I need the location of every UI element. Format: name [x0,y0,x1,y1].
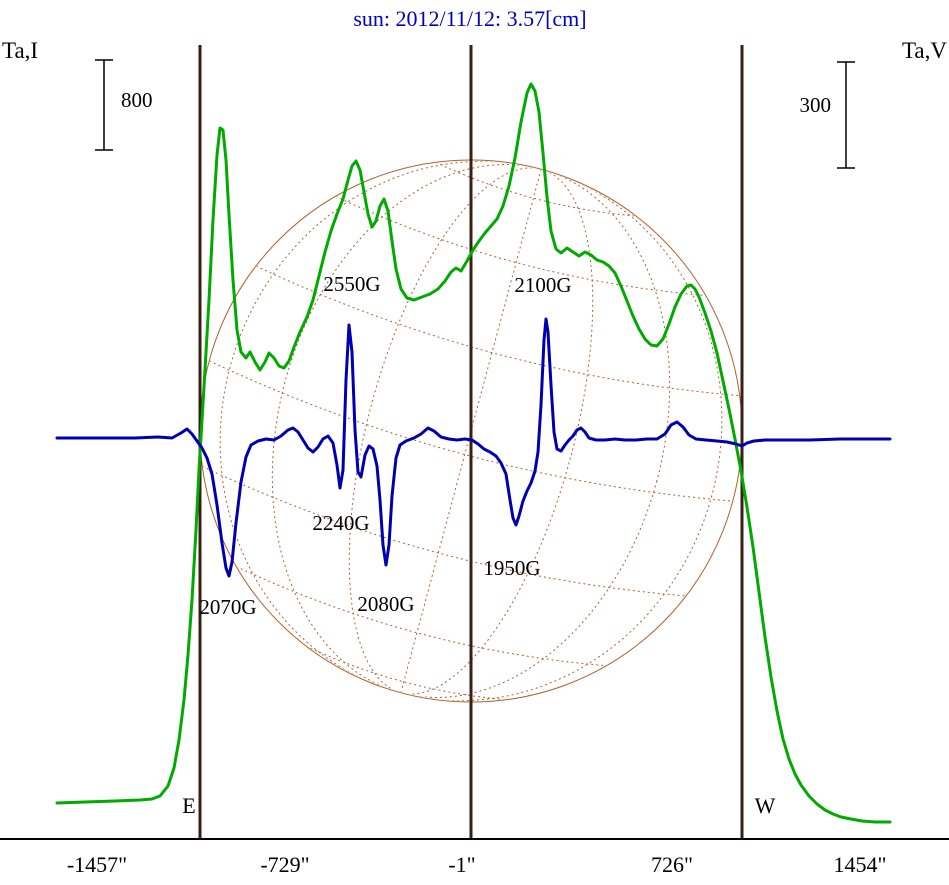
x-tick-label: 726" [651,852,693,877]
x-tick-label: -729" [260,852,309,877]
field-strength-label: 2550G [323,272,380,296]
latitude-line [209,360,733,502]
annotations: 2550G 2100G 2240G 1950G 2070G 2080G [199,272,571,619]
right-axis-label: Ta,V [902,38,947,63]
field-strength-label: 2070G [199,595,256,619]
limb-label: W [755,793,776,818]
latitude-line [305,645,507,701]
latitude-line [255,265,740,397]
scale-bar-label-left: 800 [121,88,153,112]
x-tick-label: 1454" [834,852,887,877]
curve-polarization [55,317,892,578]
field-strength-label: 1950G [483,556,540,580]
curves [55,82,892,824]
field-strength-label: 2080G [357,592,414,616]
x-axis: -1457" -729" -1" 726" 1454" [0,838,949,877]
field-strength-label: 2240G [312,511,369,535]
left-axis-label: Ta,I [2,38,38,63]
scale-bars: 800 300 [95,59,855,169]
x-tick-label: -1457" [67,852,127,877]
field-strength-label: 2100G [514,273,571,297]
latitude-line [335,195,706,296]
x-tick-label: -1" [448,852,475,877]
chart-title: sun: 2012/11/12: 3.57[cm] [353,6,586,31]
limb-label: E [182,793,195,818]
scale-bar-label-right: 300 [800,93,832,117]
latitude-line [202,465,687,597]
curve-intensity [55,82,892,824]
latitude-line [236,566,607,667]
latitude-line [435,161,637,217]
